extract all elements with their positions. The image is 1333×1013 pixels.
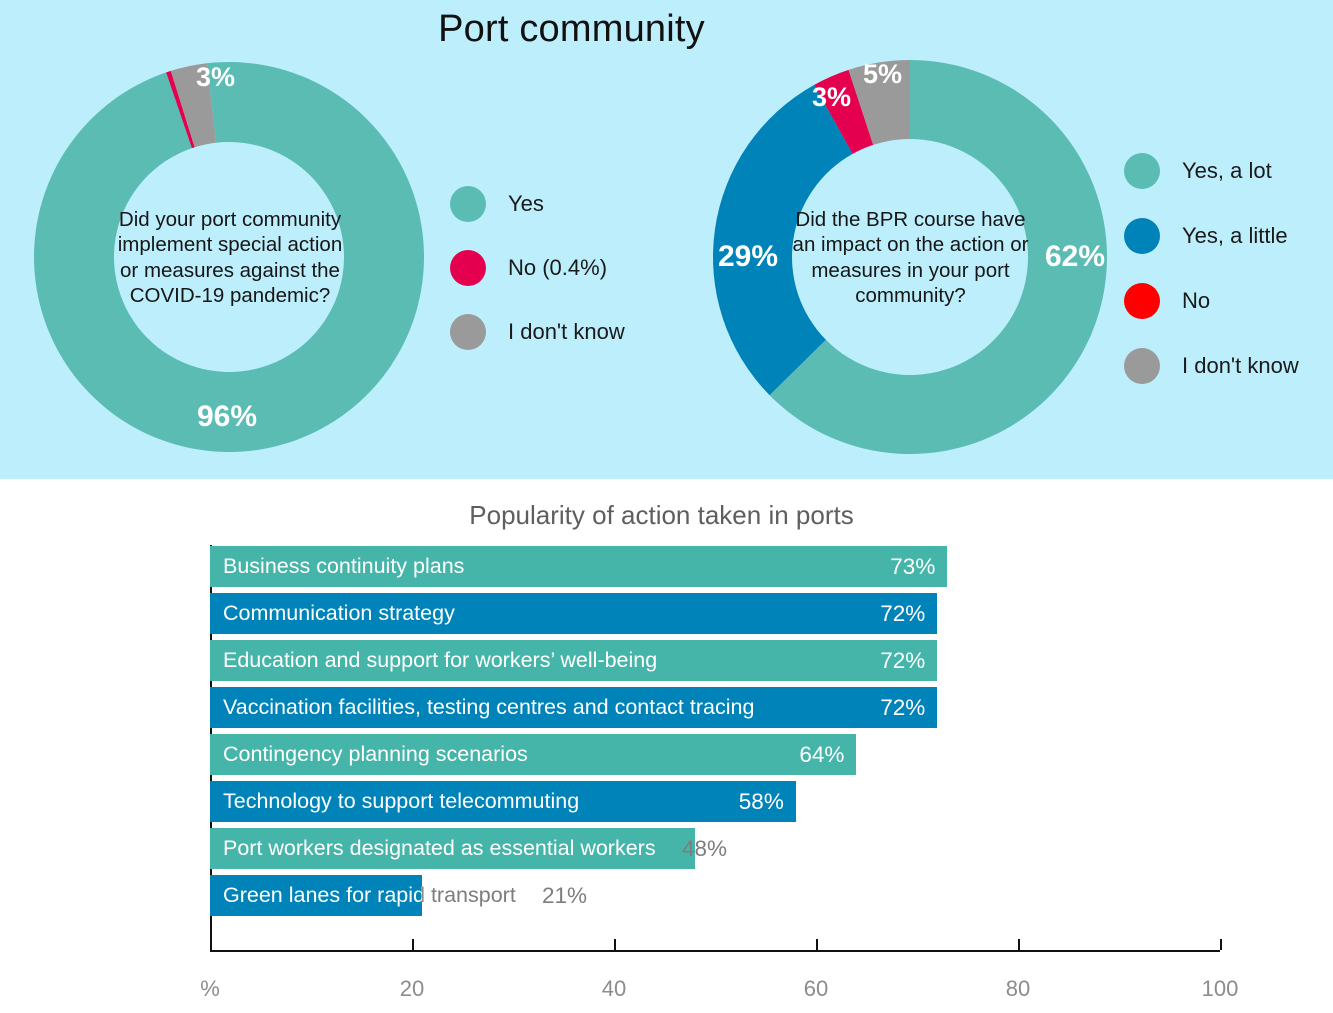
bar-value-label: 64%	[799, 741, 845, 767]
bar-fill[interactable]	[210, 546, 948, 587]
x-axis-tick	[816, 939, 818, 950]
bar-value-label: 21%	[542, 882, 588, 908]
bar-row: Vaccination facilities, testing centres …	[210, 687, 1220, 728]
donut-left-label-idk: 3%	[196, 62, 236, 92]
donut-slice-yes[interactable]	[34, 62, 424, 452]
legend-label-idk: I don't know	[1182, 352, 1299, 378]
legend-label-idk: I don't know	[508, 319, 625, 344]
bar-value-label: 73%	[890, 553, 936, 579]
legend-label-yes-a-lot: Yes, a lot	[1182, 157, 1272, 183]
x-axis-tick-label: 80	[1005, 976, 1031, 1001]
bar-row: Business continuity plans 73%	[210, 546, 1220, 587]
bar-row: Contingency planning scenarios 64%	[210, 734, 1220, 775]
donut-right-label-idk: 5%	[863, 59, 903, 89]
legend-item-yes-a-little[interactable]: Yes, a little	[1124, 203, 1299, 268]
x-axis-tick-label: 100	[1201, 976, 1239, 1001]
bar-value-label: 58%	[738, 788, 784, 814]
bar-value-label: 72%	[880, 647, 926, 673]
x-axis-tick	[614, 939, 616, 950]
bar-category-label: Green lanes for rapid transport	[223, 883, 423, 907]
bar-value-label: 72%	[880, 694, 926, 720]
x-axis-tick-label: %	[200, 976, 220, 1001]
legend-swatch-yes-a-lot	[1124, 152, 1160, 189]
donut-slice-no-0-4[interactable]	[166, 70, 195, 149]
legend-item-yes[interactable]: Yes	[450, 172, 625, 236]
donut-slice-i-don-t-know[interactable]	[848, 60, 910, 145]
donut-right-svg	[713, 60, 1107, 454]
legend-left: Yes No (0.4%) I don't know	[450, 172, 625, 364]
legend-item-idk[interactable]: I don't know	[450, 300, 625, 364]
bar-value-label: 72%	[880, 600, 926, 626]
x-axis-tick-label: 20	[399, 976, 425, 1001]
donut-right-label-no: 3%	[812, 82, 852, 112]
legend-swatch-idk	[450, 314, 486, 350]
bar-row: Technology to support telecommuting 58%	[210, 781, 1220, 822]
bar-fill[interactable]	[210, 828, 695, 869]
bar-category-label: Vaccination facilities, testing centres …	[223, 695, 755, 719]
bar-category-label: Business continuity plans	[223, 554, 465, 578]
bar-category-label: Port workers designated as essential wor…	[223, 836, 656, 860]
bar-category-label-overflow: Green lanes for rapid transport	[422, 883, 516, 907]
legend-item-no[interactable]: No	[1124, 268, 1299, 333]
bar-category-label: Contingency planning scenarios	[223, 742, 528, 766]
legend-swatch-yes	[450, 186, 486, 222]
bar-row: Green lanes for rapid transportGreen lan…	[210, 875, 1220, 916]
x-axis-tick	[1018, 939, 1020, 950]
donut-slice-i-don-t-know[interactable]	[170, 63, 216, 148]
legend-swatch-yes-a-little	[1124, 217, 1160, 254]
donut-slice-yes-a-little[interactable]	[713, 84, 853, 396]
legend-label-no: No	[1182, 287, 1211, 313]
donut-chart-left	[34, 62, 424, 452]
bar-fill[interactable]	[210, 687, 938, 728]
bar-chart-x-axis	[210, 950, 1220, 952]
donut-chart-right	[713, 60, 1107, 454]
bar-fill[interactable]	[210, 593, 938, 634]
donut-left-label-yes: 96%	[197, 400, 258, 433]
donut-left-svg	[34, 62, 424, 452]
x-axis-tick	[412, 939, 414, 950]
x-axis-tick	[1220, 939, 1222, 950]
donut-left-question: Did your port community implement specia…	[117, 207, 343, 307]
bar-value-label: 48%	[682, 835, 728, 861]
legend-swatch-no	[1124, 282, 1160, 319]
bar-category-label: Education and support for workers’ well-…	[223, 648, 658, 672]
donut-right-label-yes-a-lot: 62%	[1045, 240, 1106, 273]
bar-fill[interactable]	[210, 640, 938, 681]
bar-chart-title: Popularity of action taken in ports	[469, 500, 854, 530]
legend-label-no: No (0.4%)	[508, 255, 608, 280]
bar-row: Education and support for workers’ well-…	[210, 640, 1220, 681]
bar-chart-plot-area: Business continuity plans 73% Communicatio…	[210, 546, 1220, 951]
donut-slice-no[interactable]	[814, 69, 874, 154]
x-axis-tick-label: 60	[803, 976, 829, 1001]
legend-swatch-idk	[1124, 347, 1160, 384]
legend-label-yes-a-little: Yes, a little	[1182, 222, 1288, 248]
bar-category-label: Technology to support telecommuting	[223, 789, 580, 813]
bar-label-clip: Port workers designated as essential wor…	[210, 828, 695, 869]
legend-swatch-no	[450, 250, 486, 286]
legend-label-yes: Yes	[508, 191, 544, 216]
legend-item-no[interactable]: No (0.4%)	[450, 236, 625, 300]
donut-slice-yes-a-lot[interactable]	[769, 60, 1107, 454]
bar-category-label: Communication strategy	[223, 601, 455, 625]
donut-right-question: Did the BPR course have an impact on the…	[792, 207, 1029, 307]
x-axis-tick-label: 40	[601, 976, 627, 1001]
bar-fill[interactable]	[210, 781, 796, 822]
bar-label-clip: Green lanes for rapid transport	[210, 875, 422, 916]
legend-item-idk[interactable]: I don't know	[1124, 333, 1299, 398]
bar-row: Port workers designated as essential wor…	[210, 828, 1220, 869]
bar-row: Communication strategy 72%	[210, 593, 1220, 634]
donut-right-label-yes-a-little: 29%	[718, 240, 779, 273]
bar-fill[interactable]	[210, 875, 423, 916]
bar-fill[interactable]	[210, 734, 857, 775]
legend-item-yes-a-lot[interactable]: Yes, a lot	[1124, 138, 1299, 203]
page-title: Port community	[438, 8, 705, 50]
legend-right: Yes, a lot Yes, a little No I don't know	[1124, 138, 1299, 398]
